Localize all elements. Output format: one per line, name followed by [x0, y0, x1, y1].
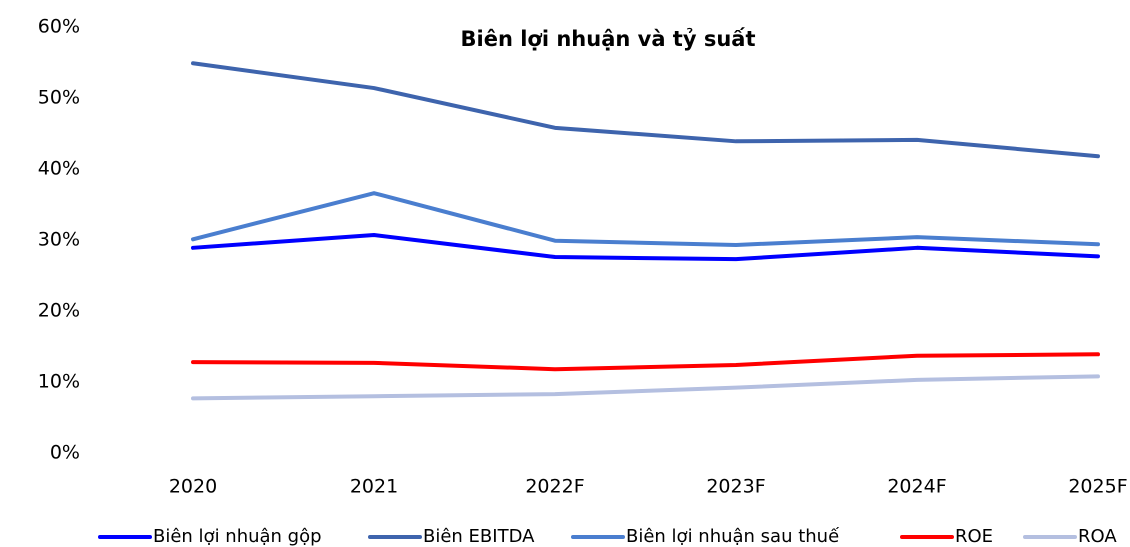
chart-title: Biên lợi nhuận và tỷ suất: [461, 27, 756, 51]
y-tick-label: 50%: [38, 87, 80, 109]
y-tick-label: 30%: [38, 229, 80, 251]
line: [191, 374, 1100, 401]
line: [191, 233, 1100, 262]
x-tick-label: 2022F: [525, 476, 584, 498]
x-tick-label: 2025F: [1068, 476, 1127, 498]
legend-label: ROE: [955, 526, 993, 547]
line: [191, 61, 1100, 159]
line: [191, 352, 1100, 372]
legend-label: Biên lợi nhuận gộp: [153, 526, 322, 547]
y-tick-label: 60%: [38, 16, 80, 38]
legend-label: Biên lợi nhuận sau thuế: [626, 526, 840, 547]
legend-label: Biên EBITDA: [423, 526, 535, 547]
x-tick-label: 2024F: [887, 476, 946, 498]
legend-label: ROA: [1078, 526, 1117, 547]
x-tick-label: 2021: [350, 476, 398, 498]
x-tick-label: 2020: [169, 476, 217, 498]
y-tick-label: 10%: [38, 371, 80, 393]
y-tick-label: 0%: [50, 442, 80, 464]
x-tick-label: 2023F: [706, 476, 765, 498]
y-tick-label: 40%: [38, 158, 80, 180]
line: [191, 191, 1100, 247]
y-tick-label: 20%: [38, 300, 80, 322]
